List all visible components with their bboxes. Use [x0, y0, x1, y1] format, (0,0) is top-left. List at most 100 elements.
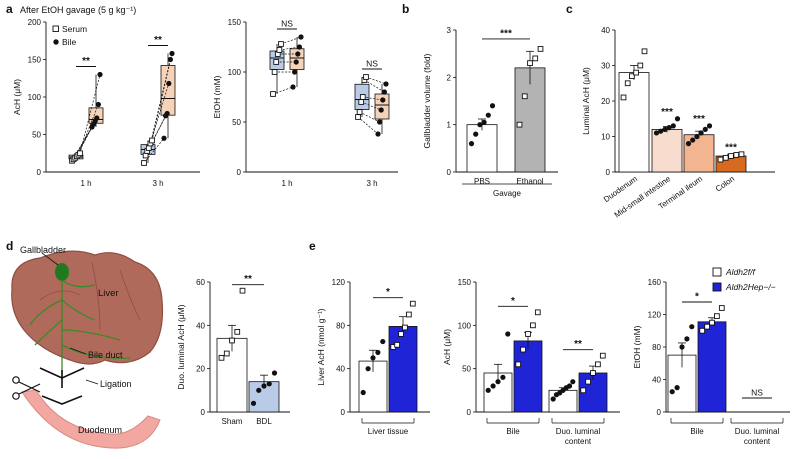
y-tick-label: 0	[657, 408, 662, 417]
chart-e1: 0 40 80 120 Liver AcH (nmol g⁻¹) Liver tissue…	[316, 278, 430, 436]
data-point	[256, 387, 262, 393]
data-point	[271, 370, 278, 376]
data-point	[360, 389, 366, 396]
y-tick-label: 0	[447, 168, 452, 177]
panel-letter-c: c	[566, 2, 573, 16]
data-point	[550, 396, 556, 402]
data-point	[485, 112, 491, 118]
data-point	[406, 311, 412, 318]
y-axis-label: Gallbladder volume (fold)	[422, 53, 432, 148]
data-point	[704, 323, 710, 330]
legend-marker-aldh2-ff	[712, 267, 722, 277]
x-group-label: Gavage	[493, 189, 522, 198]
data-point	[679, 344, 685, 350]
x-tick-label: 3 h	[152, 179, 163, 188]
data-point	[169, 50, 175, 57]
data-point	[629, 73, 635, 80]
significance-label: **	[154, 35, 162, 46]
data-point	[590, 370, 596, 376]
data-point	[363, 74, 369, 80]
legend-label-aldh2-hep: Aldh2Hep−/−	[725, 282, 776, 292]
y-tick-label: 150	[458, 278, 472, 287]
data-point	[473, 131, 479, 137]
data-point	[685, 141, 692, 147]
data-point	[722, 154, 729, 161]
data-point	[706, 123, 713, 129]
data-point	[94, 115, 100, 121]
data-point	[505, 331, 511, 337]
data-point	[295, 51, 301, 57]
y-tick-label: 100	[28, 93, 42, 102]
paired-line	[272, 86, 294, 95]
ligation-clamp-lower	[41, 395, 83, 405]
bar	[618, 72, 650, 173]
chart-e2: 0 50 100 150 AcH (μM) Bile * Duo. luminalconten…	[442, 278, 620, 446]
bar	[683, 134, 715, 173]
data-point	[620, 94, 627, 101]
legend-label-serum: Serum	[62, 24, 87, 34]
y-tick-label: 0	[37, 168, 42, 177]
paired-line	[79, 74, 101, 154]
data-point	[690, 137, 696, 143]
significance-label: ***	[725, 142, 737, 153]
y-tick-label: 10	[601, 133, 610, 142]
x-tick-label: Colon	[714, 174, 736, 193]
data-point	[637, 62, 644, 69]
data-point	[599, 352, 606, 359]
data-point	[95, 101, 101, 108]
paired-line	[359, 111, 380, 123]
significance-label: ***	[500, 28, 512, 39]
significance-label: **	[244, 274, 252, 285]
x-tick-label: Duo. luminal	[556, 427, 601, 436]
legend-label-aldh2-ff: Aldh2f/f	[725, 267, 756, 277]
bar	[513, 340, 543, 413]
data-point	[585, 378, 591, 385]
data-point	[365, 366, 371, 372]
significance-label: *	[511, 296, 515, 307]
y-axis-label: AcH (μM)	[442, 329, 452, 365]
bile-duct-lines	[29, 279, 131, 380]
x-tick-label: 1 h	[80, 179, 91, 188]
panel-a-header: After EtOH gavage (5 g kg⁻¹)	[20, 5, 136, 15]
data-point	[689, 324, 695, 330]
x-tick-label: PBS	[474, 177, 490, 186]
data-point	[250, 400, 257, 406]
y-tick-label: 100	[458, 321, 472, 330]
data-point	[534, 309, 541, 316]
legend-label-bile: Bile	[62, 37, 76, 47]
y-tick-label: 3	[447, 26, 452, 35]
data-point	[566, 383, 573, 389]
x-tick-label: 3 h	[366, 179, 377, 188]
bar	[466, 124, 498, 173]
data-point	[694, 133, 700, 140]
label-duodenum: Duodenum	[78, 425, 122, 435]
legend-marker-bile	[53, 39, 59, 45]
data-point	[378, 107, 384, 113]
paired-line	[150, 59, 171, 144]
data-point	[515, 361, 522, 368]
data-point	[394, 341, 400, 348]
data-point	[370, 355, 376, 361]
data-point	[527, 60, 533, 66]
data-point	[718, 305, 725, 311]
data-point	[359, 94, 366, 100]
data-point	[684, 336, 690, 342]
data-point	[398, 331, 404, 337]
legend-marker-aldh2-hep	[712, 282, 722, 292]
y-tick-label: 0	[606, 168, 611, 177]
data-point	[261, 383, 267, 389]
paired-line	[364, 79, 385, 93]
panel-letter-d: d	[6, 239, 13, 253]
y-tick-label: 0	[341, 408, 346, 417]
y-tick-label: 20	[196, 365, 205, 374]
y-axis-label: Duo. luminal AcH (μM)	[176, 304, 186, 389]
data-point	[375, 131, 381, 137]
significance-label: **	[574, 339, 582, 350]
y-tick-label: 80	[336, 321, 345, 330]
y-tick-label: 60	[196, 278, 205, 287]
box	[374, 93, 390, 120]
significance-label: ***	[661, 107, 673, 118]
y-tick-label: 120	[648, 311, 662, 320]
